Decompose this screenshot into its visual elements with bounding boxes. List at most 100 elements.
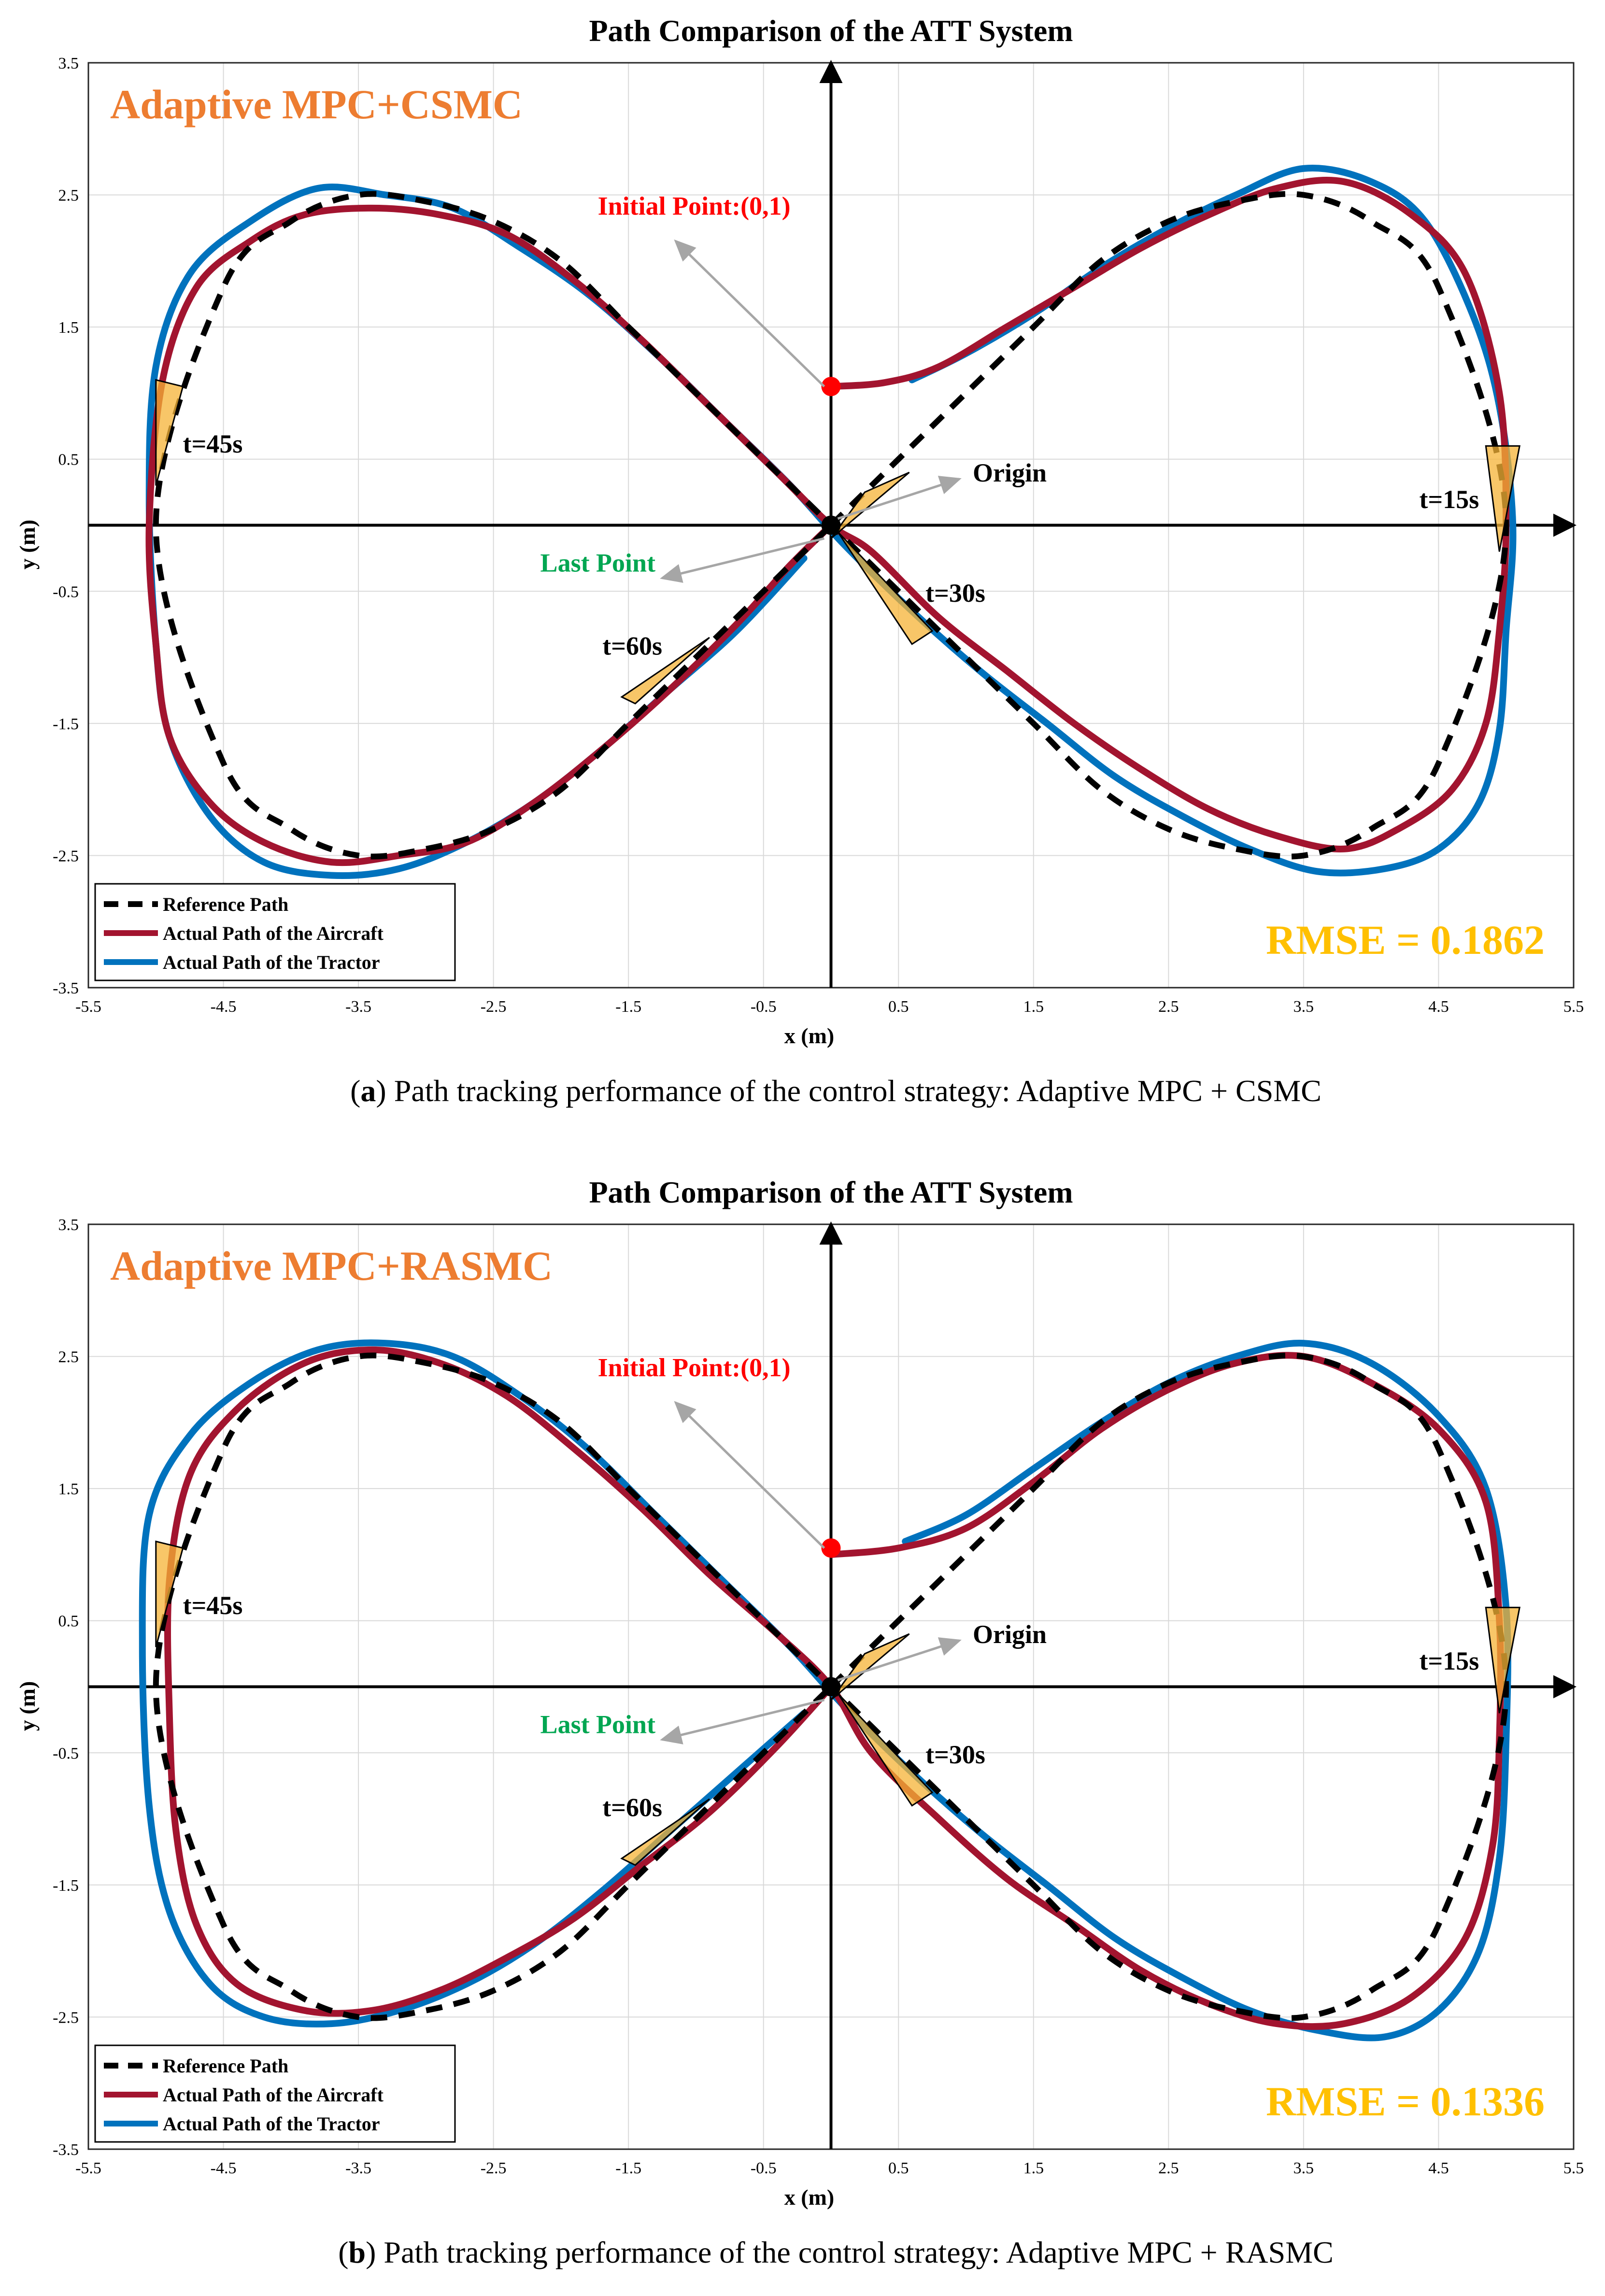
vehicle-marker <box>620 1798 710 1866</box>
origin-arrow <box>837 476 962 520</box>
y-tick-label: 2.5 <box>58 1348 79 1366</box>
y-axis-label: y (m) <box>15 520 40 569</box>
chart-panel-a: Path Comparison of the ATT System -5.5 -4.… <box>15 14 1584 1108</box>
initial-point-marker <box>821 377 841 397</box>
origin-marker <box>821 1677 841 1697</box>
x-tick-label: 4.5 <box>1428 998 1449 1016</box>
time-label-60s: t=60s <box>602 1793 662 1822</box>
legend-entry: Actual Path of the Tractor <box>163 2113 380 2135</box>
figure-caption: (b) Path tracking performance of the con… <box>338 2235 1334 2269</box>
x-axis-label: x (m) <box>784 1023 834 1048</box>
initial-point-arrow <box>674 1401 825 1549</box>
y-tick-label: -0.5 <box>53 583 79 601</box>
x-tick-label: 3.5 <box>1293 998 1314 1016</box>
y-tick-label: 3.5 <box>58 1216 79 1234</box>
x-tick-label: 1.5 <box>1023 2159 1044 2177</box>
caption-text: Path tracking performance of the control… <box>376 2235 1333 2269</box>
vehicle-marker <box>1485 445 1521 552</box>
legend-entry: Actual Path of the Aircraft <box>163 2084 384 2106</box>
vehicle-marker <box>155 379 184 486</box>
caption-tag: b <box>349 2235 366 2269</box>
x-tick-label: 5.5 <box>1563 998 1584 1016</box>
vehicle-marker <box>1485 1606 1521 1714</box>
last-point-label: Last Point <box>540 548 656 577</box>
vehicle-marker <box>837 1693 934 1807</box>
origin-label: Origin <box>973 1620 1047 1649</box>
x-tick-label: 3.5 <box>1293 2159 1314 2177</box>
y-tick-label: -3.5 <box>53 979 79 997</box>
caption-tag: a <box>360 1074 376 1108</box>
y-tick-label: 0.5 <box>58 451 79 469</box>
chart-title: Path Comparison of the ATT System <box>589 1175 1073 1209</box>
x-tick-label: -5.5 <box>75 2159 101 2177</box>
x-tick-label: -3.5 <box>345 998 371 1016</box>
time-label-60s: t=60s <box>602 632 662 661</box>
chart-panel-b: Path Comparison of the ATT System -5.5 -4.… <box>15 1175 1584 2269</box>
legend-entry: Reference Path <box>163 2055 288 2077</box>
initial-point-label: Initial Point:(0,1) <box>598 1353 791 1382</box>
x-tick-label: -1.5 <box>615 998 641 1016</box>
legend-entry: Actual Path of the Aircraft <box>163 922 384 944</box>
last-point-arrow <box>660 537 825 583</box>
y-tick-label: -3.5 <box>53 2141 79 2159</box>
x-tick-label: -4.5 <box>211 2159 237 2177</box>
series-line-tractor <box>139 1339 1511 2041</box>
rmse-label: RMSE = 0.1862 <box>1266 917 1545 963</box>
y-axis-label: y (m) <box>15 1681 40 1731</box>
y-tick-label: 1.5 <box>58 1480 79 1498</box>
x-tick-label: -0.5 <box>751 998 777 1016</box>
x-tick-label: 4.5 <box>1428 2159 1449 2177</box>
rmse-label: RMSE = 0.1336 <box>1266 2078 1545 2125</box>
x-tick-label: 2.5 <box>1158 998 1179 1016</box>
x-tick-label: 0.5 <box>888 998 909 1016</box>
legend: Reference Path Actual Path of the Aircraf… <box>94 2044 456 2143</box>
vehicle-marker <box>155 1540 184 1647</box>
y-tick-label: -2.5 <box>53 847 79 865</box>
caption-close-paren: ) <box>376 1074 386 1108</box>
y-tick-label: 1.5 <box>58 319 79 337</box>
x-tick-label: -1.5 <box>615 2159 641 2177</box>
y-tick-label: -2.5 <box>53 2009 79 2027</box>
x-tick-label: -5.5 <box>75 998 101 1016</box>
caption-open-paren: ( <box>350 1074 360 1108</box>
y-tick-label: -0.5 <box>53 1744 79 1762</box>
y-tick-label: 3.5 <box>58 55 79 72</box>
y-tick-label: 0.5 <box>58 1613 79 1630</box>
time-label-15s: t=15s <box>1420 485 1479 514</box>
vehicle-marker <box>620 637 710 705</box>
time-label-15s: t=15s <box>1420 1646 1479 1675</box>
time-label-30s: t=30s <box>925 1740 985 1769</box>
origin-marker <box>821 515 841 535</box>
y-tick-label: -1.5 <box>53 1877 79 1895</box>
method-label: Adaptive MPC+CSMC <box>110 81 523 128</box>
initial-point-arrow <box>674 239 825 388</box>
legend-entry: Actual Path of the Tractor <box>163 951 380 973</box>
x-tick-label: -2.5 <box>481 2159 507 2177</box>
last-point-arrow <box>660 1699 825 1744</box>
x-axis-label: x (m) <box>784 2185 834 2210</box>
origin-arrow <box>837 1637 962 1682</box>
x-tick-label: -3.5 <box>345 2159 371 2177</box>
x-tick-label: -2.5 <box>481 998 507 1016</box>
initial-point-label: Initial Point:(0,1) <box>598 192 791 221</box>
time-label-45s: t=45s <box>183 429 243 458</box>
chart-title: Path Comparison of the ATT System <box>589 14 1073 48</box>
x-tick-label: 1.5 <box>1023 998 1044 1016</box>
time-label-30s: t=30s <box>925 579 985 608</box>
method-label: Adaptive MPC+RASMC <box>110 1243 553 1289</box>
x-tick-label: 5.5 <box>1563 2159 1584 2177</box>
x-tick-label: 0.5 <box>888 2159 909 2177</box>
x-tick-label: 2.5 <box>1158 2159 1179 2177</box>
caption-close-paren: ) <box>366 2235 376 2269</box>
x-tick-label: -4.5 <box>211 998 237 1016</box>
initial-point-marker <box>821 1538 841 1558</box>
origin-label: Origin <box>973 458 1047 487</box>
legend: Reference Path Actual Path of the Aircraf… <box>94 883 456 981</box>
legend-entry: Reference Path <box>163 893 288 915</box>
caption-open-paren: ( <box>338 2235 348 2269</box>
vehicle-marker <box>837 531 934 645</box>
y-tick-label: -1.5 <box>53 715 79 733</box>
y-tick-label: 2.5 <box>58 187 79 205</box>
